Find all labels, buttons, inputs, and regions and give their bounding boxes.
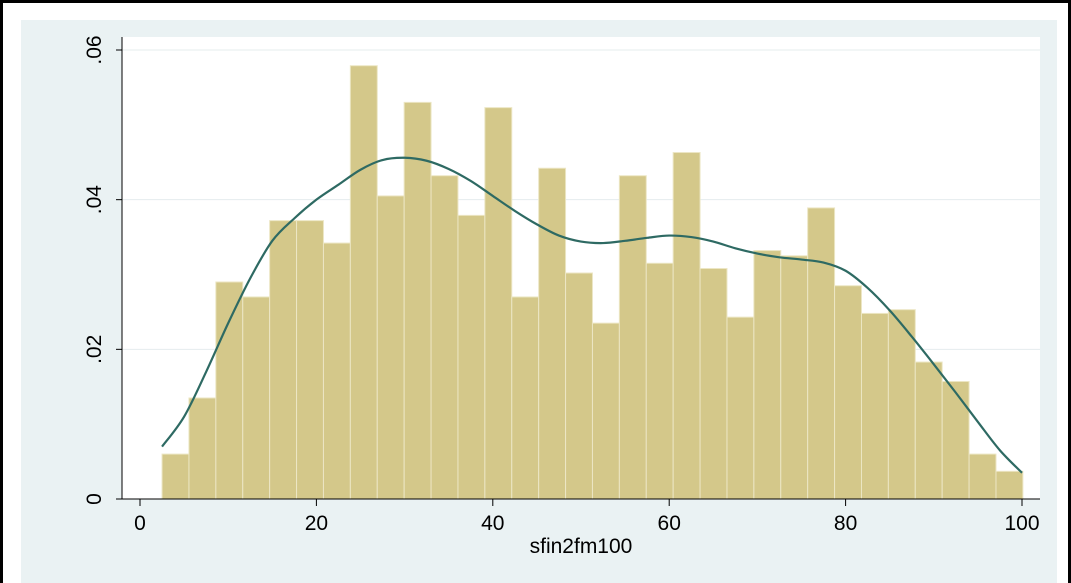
- histogram-bar: [215, 281, 244, 500]
- x-axis-ticks: 0 20 40 60 80 100: [134, 499, 1040, 535]
- x-tick-label: 40: [481, 512, 504, 535]
- histogram-bar: [860, 312, 889, 500]
- histogram-bar: [538, 167, 567, 500]
- histogram-bar: [296, 220, 324, 500]
- histogram-bar: [565, 272, 593, 500]
- x-tick-label: 100: [1004, 512, 1039, 535]
- histogram-bar: [457, 214, 486, 500]
- histogram-bar: [672, 152, 701, 500]
- histogram-bar: [887, 309, 916, 500]
- histogram-bar: [269, 220, 298, 500]
- histogram-bar: [726, 316, 755, 500]
- axes: [121, 37, 1040, 500]
- histogram-bar: [995, 470, 1024, 500]
- histogram-bar: [376, 195, 405, 500]
- histogram-bars: [161, 65, 1024, 500]
- histogram-bar: [618, 175, 647, 500]
- histogram-bar: [242, 296, 271, 500]
- histogram-bar: [834, 285, 862, 500]
- histogram-bar: [591, 322, 620, 500]
- histogram-bar: [753, 250, 782, 500]
- histogram-bar: [968, 453, 997, 500]
- histogram-bar: [780, 255, 809, 500]
- histogram-bar: [699, 268, 728, 500]
- histogram-bar: [430, 175, 459, 500]
- x-tick-label: 20: [305, 512, 328, 535]
- density-curve: [161, 156, 1023, 474]
- y-tick-label: 0: [83, 493, 106, 505]
- histogram-bar: [349, 65, 378, 500]
- histogram-bar: [161, 453, 190, 500]
- histogram-bar: [322, 242, 351, 500]
- histogram-bar: [484, 107, 513, 500]
- x-tick-label: 80: [834, 512, 857, 535]
- y-axis-ticks: 0 .02 .04 .06: [83, 35, 122, 505]
- histogram-bar: [914, 361, 943, 500]
- x-axis-title: sfin2fm100: [530, 535, 633, 558]
- y-tick-label: .02: [83, 335, 106, 364]
- x-tick-label: 0: [134, 512, 146, 535]
- histogram-bar: [807, 207, 836, 500]
- y-tick-label: .06: [83, 35, 106, 64]
- histogram-bar: [188, 397, 217, 500]
- x-tick-label: 60: [658, 512, 681, 535]
- histogram-bar: [511, 296, 540, 500]
- histogram-bar: [941, 381, 970, 500]
- y-tick-label: .04: [83, 185, 106, 215]
- histogram-bar: [645, 262, 674, 500]
